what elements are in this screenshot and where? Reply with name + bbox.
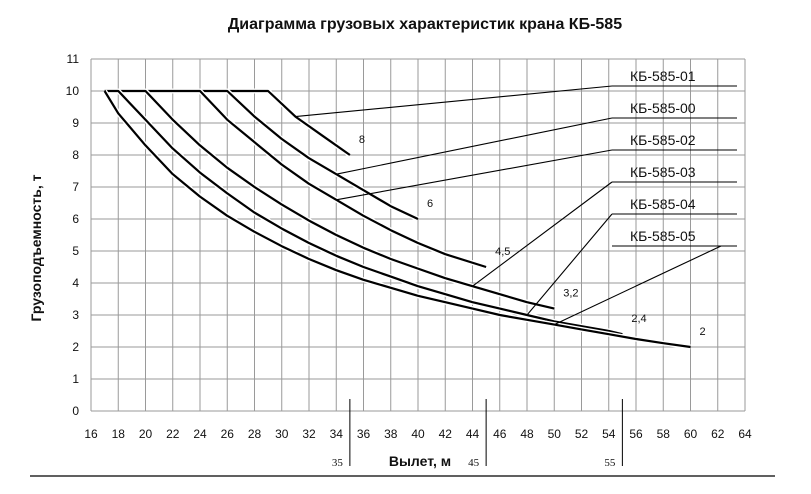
legend-leader	[472, 181, 613, 287]
legend-label: КБ-585-05	[630, 228, 696, 244]
legend-label: КБ-585-04	[630, 196, 696, 212]
series-line-КБ-585-00	[104, 89, 419, 220]
x-tick-label: 36	[357, 427, 371, 441]
y-tick-label: 1	[72, 372, 79, 386]
series-end-label: 8	[359, 134, 365, 146]
chart-title: Диаграмма грузовых характеристик крана К…	[228, 16, 622, 33]
x-tick-label: 42	[439, 427, 453, 441]
x-tick-label: 22	[166, 427, 180, 441]
y-tick-label: 10	[66, 84, 80, 98]
x-tick-label: 24	[193, 427, 207, 441]
series-end-label: 4,5	[495, 246, 510, 258]
legend-leader	[526, 213, 613, 316]
distance-markers: 35 45 55	[332, 399, 623, 469]
y-tick-label: 5	[72, 244, 79, 258]
x-tick-label: 58	[657, 427, 671, 441]
x-tick-label: 46	[493, 427, 507, 441]
y-tick-label: 2	[72, 340, 79, 354]
x-tick-label: 28	[248, 427, 262, 441]
series-end-label: 2	[700, 326, 706, 338]
x-tick-label: 48	[520, 427, 534, 441]
curve-end-labels: 8 6 4,5 3,2 2,4 2	[359, 134, 706, 338]
x-tick-label: 26	[221, 427, 235, 441]
x-tick-label: 40	[411, 427, 425, 441]
x-tick-label: 34	[330, 427, 344, 441]
x-axis-label: Вылет, м	[389, 453, 451, 469]
series-line-КБ-585-05	[103, 90, 691, 349]
x-tick-label: 32	[302, 427, 316, 441]
series-line-КБ-585-02	[104, 89, 487, 269]
x-tick-label: 20	[139, 427, 153, 441]
legend-leader	[295, 85, 613, 118]
x-tick-label: 60	[684, 427, 698, 441]
legend-leader	[336, 117, 613, 175]
y-tick-label: 3	[72, 308, 79, 322]
tick-labels: 16 18 20 22 24 26 28 30 32 34 36 38 40 42 44 46 48 50 52 54…	[66, 52, 752, 441]
legend-leader	[554, 245, 722, 326]
series-line-КБ-585-03	[104, 89, 555, 310]
radius-marker-label: 35	[332, 457, 344, 469]
series-end-label: 6	[427, 198, 433, 210]
series-line-КБ-585-04	[104, 89, 623, 336]
curves	[102, 88, 691, 350]
y-tick-label: 0	[72, 404, 79, 418]
x-tick-label: 38	[384, 427, 398, 441]
y-tick-label: 8	[72, 148, 79, 162]
radius-marker-label: 45	[468, 457, 480, 469]
x-tick-label: 64	[738, 427, 752, 441]
x-tick-label: 62	[711, 427, 725, 441]
series-end-label: 3,2	[563, 288, 578, 300]
x-tick-label: 30	[275, 427, 289, 441]
x-tick-label: 52	[575, 427, 589, 441]
legend-label: КБ-585-00	[630, 100, 696, 116]
legend: КБ-585-01 КБ-585-00 КБ-585-02 КБ-585-03 КБ-5…	[295, 68, 737, 326]
y-tick-label: 4	[72, 276, 79, 290]
x-tick-label: 44	[466, 427, 480, 441]
radius-marker-label: 55	[604, 457, 616, 469]
legend-label: КБ-585-02	[630, 132, 696, 148]
y-tick-label: 11	[67, 52, 80, 66]
legend-leader	[336, 149, 613, 201]
series-end-label: 2,4	[631, 313, 646, 325]
y-tick-label: 6	[72, 212, 79, 226]
y-axis-label: Грузоподъемность, т	[28, 174, 44, 321]
x-tick-label: 16	[84, 427, 98, 441]
x-tick-label: 54	[602, 427, 616, 441]
x-tick-label: 18	[112, 427, 126, 441]
y-tick-label: 9	[72, 116, 79, 130]
legend-label: КБ-585-01	[630, 68, 696, 84]
x-tick-label: 56	[629, 427, 643, 441]
x-tick-label: 50	[548, 427, 562, 441]
legend-label: КБ-585-03	[630, 164, 696, 180]
y-tick-label: 7	[72, 180, 79, 194]
